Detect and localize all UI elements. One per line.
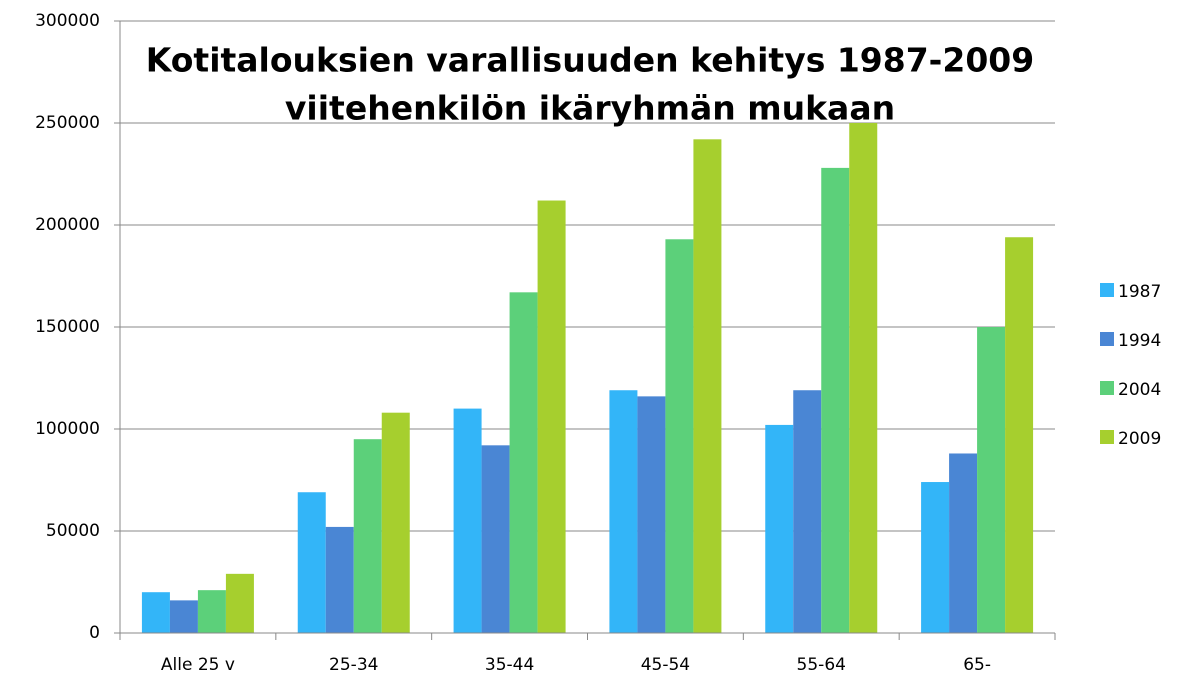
bar (693, 139, 722, 633)
bar (609, 390, 638, 633)
legend-swatch (1100, 283, 1114, 297)
bar (453, 408, 482, 633)
bar (225, 573, 254, 633)
bar (509, 292, 538, 633)
bar (169, 600, 198, 633)
x-tick-label: 55-64 (797, 655, 846, 675)
y-tick-label: 200000 (35, 215, 100, 235)
x-tick-label: 35-44 (485, 655, 534, 675)
bar (821, 167, 850, 633)
bar (381, 412, 410, 633)
legend-label: 2009 (1118, 429, 1161, 449)
bar (297, 492, 326, 633)
bar (949, 453, 978, 633)
y-tick-label: 250000 (35, 113, 100, 133)
bar (849, 123, 878, 633)
x-tick-label: Alle 25 v (161, 655, 235, 675)
bar (537, 200, 566, 633)
y-tick-label: 150000 (35, 317, 100, 337)
bar (141, 592, 170, 633)
bar (197, 590, 226, 633)
bar (665, 239, 694, 633)
x-tick-label: 25-34 (329, 655, 378, 675)
chart-title: Kotitalouksien varallisuuden kehitys 198… (146, 41, 1034, 80)
legend-label: 2004 (1118, 380, 1161, 400)
bar (921, 482, 950, 633)
bar (977, 327, 1006, 633)
bar (481, 445, 510, 633)
chart-title: viitehenkilön ikäryhmän mukaan (285, 89, 895, 128)
bar (325, 526, 354, 633)
bar (1005, 237, 1034, 634)
bar (637, 396, 666, 633)
y-tick-label: 0 (89, 623, 100, 643)
legend-swatch (1100, 332, 1114, 346)
y-tick-label: 100000 (35, 419, 100, 439)
y-tick-label: 50000 (46, 521, 100, 541)
bar (765, 424, 794, 633)
legend-label: 1994 (1118, 331, 1161, 351)
bar (353, 439, 382, 633)
legend-swatch (1100, 381, 1114, 395)
y-tick-label: 300000 (35, 11, 100, 31)
legend-swatch (1100, 430, 1114, 444)
x-tick-label: 65- (963, 655, 991, 675)
x-tick-label: 45-54 (641, 655, 690, 675)
bar (793, 390, 822, 633)
legend-label: 1987 (1118, 282, 1161, 302)
